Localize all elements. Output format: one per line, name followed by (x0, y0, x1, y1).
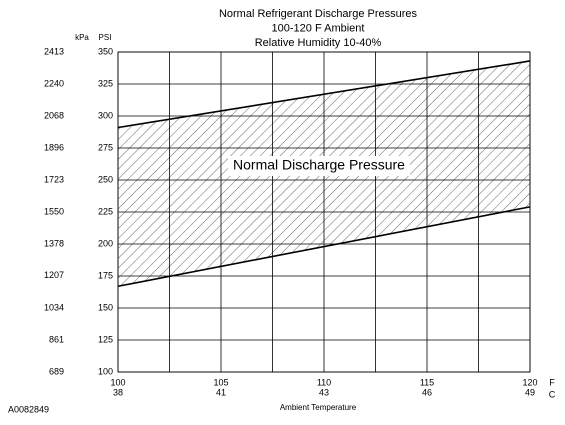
y2-tick-label: 1723 (44, 174, 64, 184)
y2-tick-label: 1207 (44, 270, 64, 280)
annotation-bg (228, 156, 410, 176)
y-tick-label: 250 (98, 174, 113, 184)
y2-tick-label: 1378 (44, 238, 64, 248)
y-tick-label: 150 (98, 302, 113, 312)
band-edge (117, 60, 531, 129)
x2-tick-label: 41 (216, 387, 226, 397)
y2-tick-label: 689 (49, 366, 64, 376)
y2-axis-label: kPa (75, 33, 89, 42)
y2-tick-label: 1550 (44, 207, 64, 217)
x-unit: F (549, 377, 555, 387)
x-tick-label: 115 (420, 377, 434, 387)
x-tick-label: 120 (522, 377, 537, 387)
x-tick-label: 110 (317, 377, 331, 387)
y-tick-label: 225 (98, 206, 113, 216)
y2-tick-label: 2068 (44, 110, 64, 120)
x-tick-label: 105 (213, 377, 228, 387)
labels: Normal Refrigerant Discharge Pressures 10… (8, 8, 556, 414)
x-tick-label: 100 (110, 377, 125, 387)
marks: Normal Discharge Pressure (117, 51, 531, 373)
x2-unit: C (549, 389, 556, 399)
y-axis-label: PSI (99, 33, 112, 42)
y-tick-label: 350 (98, 46, 113, 56)
y-tick-label: 200 (98, 238, 113, 248)
x2-tick-label: 46 (422, 387, 432, 397)
y-tick-label: 325 (98, 78, 113, 88)
band-edge (117, 206, 531, 288)
y2-tick-label: 1034 (44, 302, 64, 312)
annotation: Normal Discharge Pressure (233, 157, 405, 173)
x2-tick-label: 43 (319, 387, 329, 397)
y-tick-label: 125 (98, 334, 113, 344)
chart-title: 100-120 F Ambient (272, 22, 365, 34)
chart-title: Normal Refrigerant Discharge Pressures (219, 8, 418, 20)
y2-tick-label: 2413 (44, 46, 64, 56)
y2-tick-label: 861 (49, 334, 64, 344)
chart-title: Relative Humidity 10-40% (255, 37, 382, 49)
y-tick-label: 275 (98, 142, 113, 152)
x2-tick-label: 49 (525, 387, 535, 397)
y2-tick-label: 1896 (44, 142, 64, 152)
y2-tick-label: 2240 (44, 78, 64, 88)
y-tick-label: 300 (98, 110, 113, 120)
x2-tick-label: 38 (113, 387, 123, 397)
x-axis-label: Ambient Temperature (280, 403, 357, 412)
y-tick-label: 175 (98, 270, 113, 280)
figure-code: A0082849 (8, 404, 49, 414)
plot-frame (117, 51, 531, 373)
y-tick-label: 100 (98, 366, 113, 376)
